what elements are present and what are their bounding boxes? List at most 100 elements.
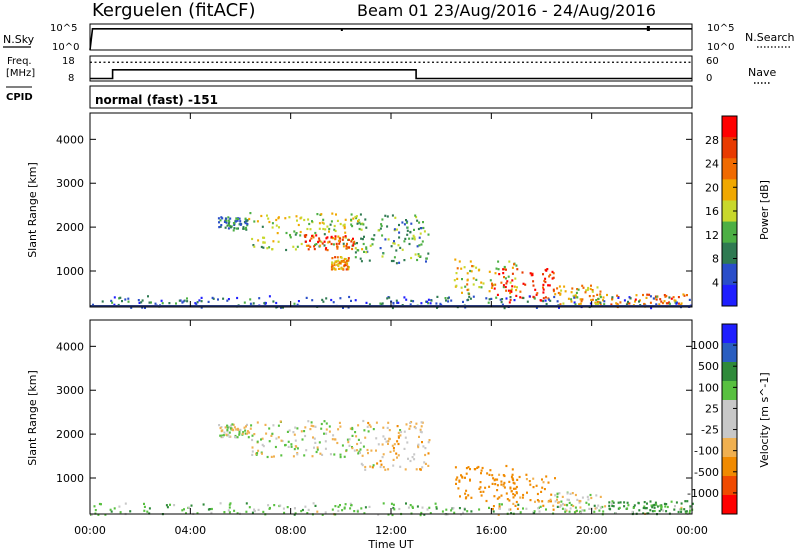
data-point [285, 248, 288, 252]
data-point [362, 445, 365, 448]
data-point [632, 506, 635, 509]
data-point [356, 510, 359, 513]
nsky-label: N.Sky [3, 33, 35, 46]
data-point [649, 509, 652, 512]
data-point [224, 219, 227, 222]
data-point [469, 260, 472, 263]
colorbar-tick-label: -25 [701, 424, 719, 437]
freq-line [90, 69, 692, 80]
data-point [344, 503, 347, 506]
data-point [453, 511, 456, 514]
data-point [447, 297, 450, 300]
data-point [380, 223, 383, 226]
data-point [552, 276, 555, 279]
data-point [337, 428, 340, 431]
data-point [361, 454, 364, 457]
data-point [390, 245, 393, 248]
data-point [626, 501, 629, 504]
data-point [343, 455, 346, 458]
data-point [494, 283, 497, 286]
colorbar-segment [722, 116, 737, 138]
data-point [509, 292, 512, 295]
data-point [653, 503, 656, 506]
data-point [473, 468, 476, 471]
data-point [416, 258, 419, 262]
data-point [242, 226, 245, 229]
data-point [477, 269, 480, 272]
data-point [422, 221, 424, 224]
data-point [677, 302, 680, 305]
data-point [564, 510, 567, 513]
data-point [309, 245, 312, 248]
data-point [303, 234, 306, 237]
data-point [533, 512, 536, 515]
data-point [659, 504, 662, 507]
data-point [466, 510, 469, 513]
data-point [389, 450, 392, 453]
data-point [587, 286, 590, 290]
data-point [292, 431, 295, 434]
colorbar-segment [722, 284, 737, 307]
data-point [382, 252, 385, 255]
data-point [568, 501, 571, 504]
data-point [456, 476, 459, 479]
data-point [295, 215, 298, 218]
data-point [241, 432, 244, 435]
colorbar-segment [722, 179, 737, 201]
data-point [461, 278, 463, 281]
data-point [556, 287, 559, 290]
data-point [576, 498, 579, 501]
data-point [654, 501, 657, 504]
data-point [611, 502, 613, 505]
data-point [472, 295, 475, 298]
data-point [369, 425, 372, 428]
data-point [161, 302, 164, 305]
data-point [574, 493, 577, 497]
data-point [538, 510, 541, 513]
data-point [227, 227, 230, 230]
data-point [332, 243, 335, 246]
data-point [663, 300, 666, 303]
data-point [651, 510, 654, 513]
data-point [581, 509, 584, 512]
data-point [288, 216, 291, 219]
data-point [558, 306, 560, 309]
data-point [599, 293, 602, 296]
data-point [689, 507, 691, 510]
data-point [292, 455, 295, 458]
data-point [227, 433, 230, 436]
data-point [472, 265, 475, 268]
data-point [300, 430, 303, 433]
data-point [309, 428, 312, 431]
data-point [580, 511, 582, 515]
data-point [655, 503, 658, 506]
data-point [425, 260, 427, 263]
data-point [377, 513, 380, 516]
data-point [518, 475, 521, 479]
station-title: Kerguelen (fitACF) [92, 0, 256, 21]
data-point [565, 503, 568, 507]
data-point [479, 481, 482, 484]
data-point [396, 425, 399, 428]
power-y-label: Slant Range [km] [26, 162, 39, 258]
data-point [568, 498, 570, 501]
data-point [331, 508, 334, 511]
data-point [579, 510, 582, 513]
data-point [455, 284, 458, 287]
data-point [303, 430, 306, 433]
data-point [357, 220, 359, 223]
data-point [393, 242, 396, 245]
data-point [354, 215, 357, 219]
data-point [547, 500, 550, 503]
data-point [542, 283, 545, 286]
data-point [198, 299, 201, 302]
data-point [251, 434, 254, 437]
data-point [313, 248, 316, 251]
data-point [336, 263, 339, 266]
data-point [488, 298, 491, 301]
data-point [450, 509, 453, 512]
data-point [392, 302, 395, 305]
data-point [386, 426, 389, 429]
data-point [663, 294, 666, 297]
data-point [349, 507, 352, 510]
